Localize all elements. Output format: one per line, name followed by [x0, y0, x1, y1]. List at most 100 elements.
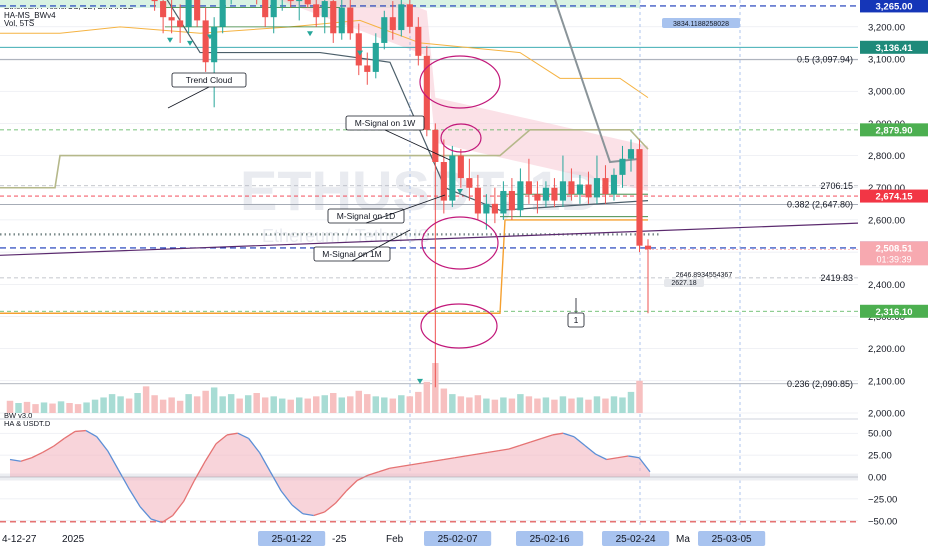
- watermark-text: ETHUSDT, 1D: [240, 159, 601, 222]
- candle: [160, 0, 167, 34]
- volume-bar: [304, 398, 311, 413]
- osc-segment: [422, 460, 434, 464]
- candle-body: [372, 42, 379, 72]
- price-tick-label: 2,700.00: [868, 183, 905, 194]
- candle-body: [423, 55, 430, 130]
- candle-body: [338, 7, 345, 34]
- level-label: 0.382 (2,647.80): [787, 200, 853, 210]
- candle: [185, 0, 192, 34]
- volume-bar: [321, 395, 328, 413]
- time-badge: [424, 531, 492, 546]
- volume-bar: [40, 402, 48, 413]
- candle-body: [364, 65, 371, 72]
- level-label: 2419.83: [820, 273, 853, 283]
- volume-bar: [508, 398, 516, 413]
- volume-bar: [278, 398, 286, 413]
- mid-small-badge: [664, 279, 704, 287]
- signal-marker: [457, 188, 463, 194]
- osc-segment: [291, 504, 304, 515]
- highlight-ellipse: [440, 123, 482, 153]
- msignal-orange: [0, 19, 649, 99]
- osc-segment: [258, 452, 271, 473]
- signal-marker: [357, 50, 363, 56]
- candle: [381, 10, 388, 50]
- osc-segment: [280, 490, 293, 506]
- candle: [449, 145, 456, 208]
- price-tick-label: 2,800.00: [868, 151, 905, 162]
- last-price-countdown: 01:39:39: [876, 254, 911, 264]
- indicator-legend-2[interactable]: Vol, 5TS: [4, 19, 35, 28]
- candle-body: [211, 26, 218, 63]
- osc-segment: [128, 488, 141, 508]
- trend-cloud: [279, 0, 648, 191]
- candle-body: [542, 187, 549, 201]
- candle-body: [406, 4, 413, 27]
- annotation-number: 1: [567, 298, 585, 328]
- volume-bar: [330, 393, 337, 413]
- osc-segment: [476, 451, 488, 455]
- osc-segment: [498, 448, 510, 452]
- volume-bar: [355, 390, 363, 413]
- price-badge-label: 2,879.90: [876, 125, 913, 136]
- candle: [619, 145, 626, 188]
- volume-bar: [381, 397, 388, 413]
- osc-segment: [302, 513, 314, 517]
- volume-bar: [151, 395, 158, 413]
- osc-tick-label: −50.00: [868, 516, 897, 527]
- osc-segment: [53, 437, 65, 447]
- osc-segment: [20, 457, 32, 462]
- volume-bar: [576, 397, 584, 413]
- level-label: 2706.15: [820, 181, 853, 191]
- volume-bar: [457, 396, 465, 413]
- volume-bar: [83, 402, 90, 413]
- candle: [151, 0, 158, 11]
- osc-segment: [63, 430, 76, 440]
- msignal-orange-low: [0, 219, 648, 314]
- volume-bar: [295, 397, 303, 413]
- candle: [287, 0, 294, 8]
- volume-bar: [15, 403, 22, 413]
- osc-legend-1: BW v3.0: [4, 411, 32, 420]
- time-tick-label: 2025: [62, 534, 85, 545]
- candle-body: [177, 20, 184, 27]
- volume-bar: [219, 396, 226, 413]
- volume-bar: [347, 396, 354, 413]
- volume-bar: [389, 398, 397, 413]
- candle-body: [602, 178, 609, 195]
- candle-body: [194, 0, 201, 21]
- signal-marker: [417, 378, 423, 384]
- candle-body: [627, 149, 635, 159]
- candle-body: [517, 181, 524, 211]
- candle: [262, 0, 269, 27]
- candle: [551, 178, 558, 208]
- volume-bar: [525, 396, 533, 413]
- osc-segment: [563, 432, 575, 438]
- candle-body: [389, 17, 396, 31]
- candle: [202, 7, 209, 72]
- candle: [338, 0, 345, 40]
- annotation-msignal-1d-text: M-Signal on 1D: [337, 211, 396, 221]
- candle-body: [321, 1, 328, 18]
- candle-body: [168, 17, 175, 21]
- volume-bar: [159, 399, 167, 413]
- osc-segment: [465, 453, 477, 457]
- candle-body: [151, 0, 158, 2]
- price-badge: [860, 123, 928, 137]
- signal-marker: [307, 31, 313, 37]
- volume-bar: [619, 397, 626, 413]
- candle: [500, 181, 507, 220]
- candle-body: [449, 155, 456, 201]
- volume-bar: [440, 388, 448, 413]
- volume-bar: [415, 391, 422, 413]
- price-badge: [860, 189, 928, 203]
- volume-bar: [49, 403, 56, 413]
- indicator-legend-1[interactable]: HA-MS_BWv4: [4, 11, 56, 20]
- candle-body: [644, 245, 652, 250]
- volume-bar: [6, 400, 14, 413]
- volume-bar: [602, 398, 609, 413]
- candle: [534, 181, 541, 214]
- annotation-msignal-1m-pointer: [351, 229, 411, 262]
- osc-segment: [519, 441, 531, 447]
- candle: [525, 158, 532, 204]
